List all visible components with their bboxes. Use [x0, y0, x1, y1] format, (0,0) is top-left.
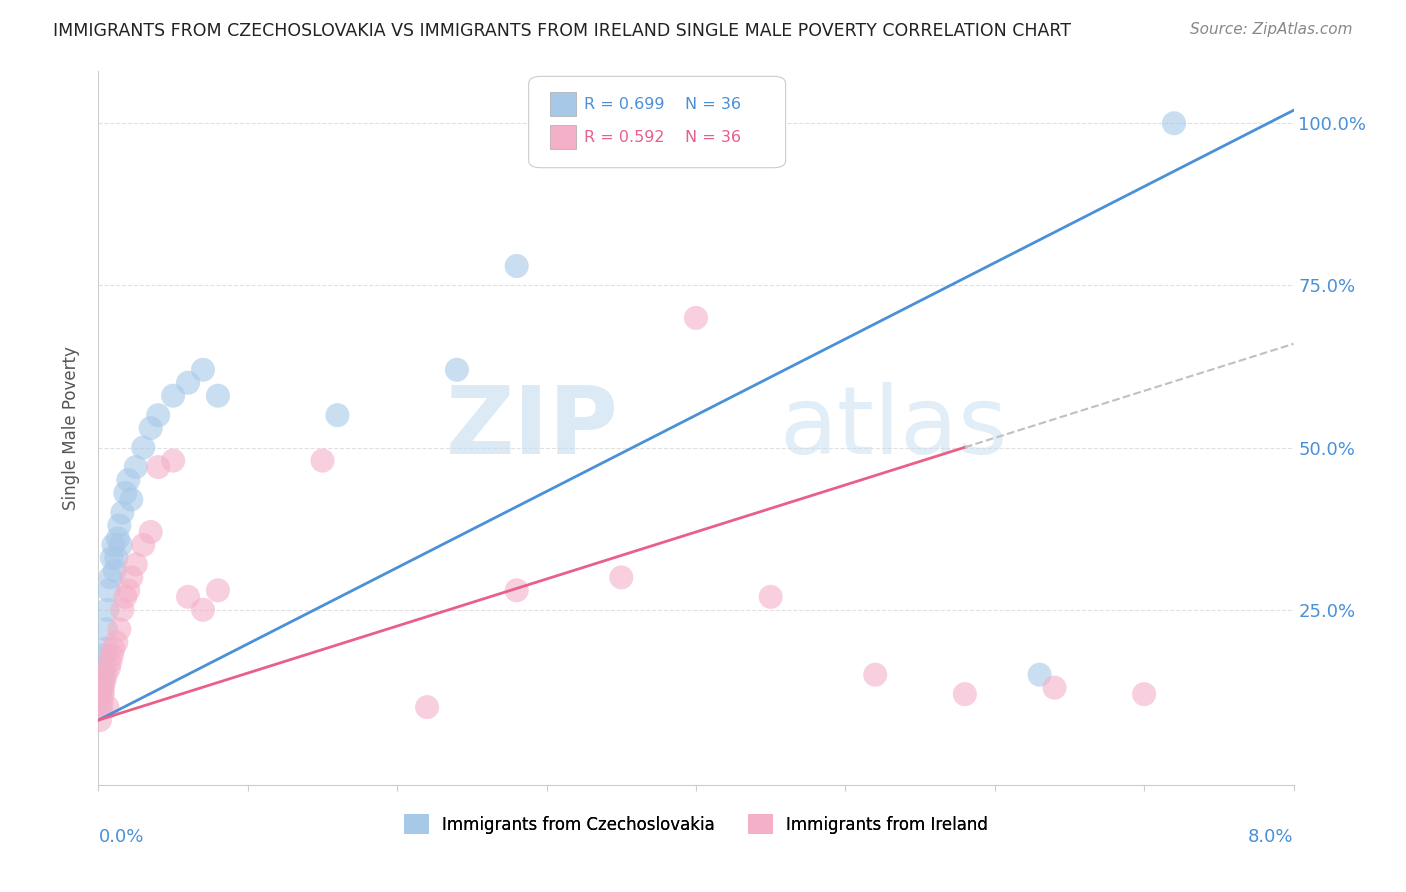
Immigrants from Czechoslovakia: [191, 363, 214, 377]
Immigrants from Ireland: [97, 661, 120, 675]
Immigrants from Czechoslovakia: [120, 492, 142, 507]
Immigrants from Czechoslovakia: [114, 486, 136, 500]
Immigrants from Ireland: [114, 590, 136, 604]
Immigrants from Czechoslovakia: [1028, 667, 1050, 681]
Immigrants from Czechoslovakia: [105, 550, 128, 565]
Immigrants from Ireland: [94, 667, 117, 681]
Immigrants from Czechoslovakia: [91, 667, 114, 681]
Immigrants from Ireland: [506, 583, 529, 598]
Immigrants from Czechoslovakia: [139, 421, 162, 435]
Text: IMMIGRANTS FROM CZECHOSLOVAKIA VS IMMIGRANTS FROM IRELAND SINGLE MALE POVERTY CO: IMMIGRANTS FROM CZECHOSLOVAKIA VS IMMIGR…: [53, 22, 1071, 40]
Immigrants from Czechoslovakia: [96, 603, 118, 617]
Immigrants from Ireland: [416, 700, 439, 714]
Immigrants from Czechoslovakia: [326, 408, 349, 422]
Immigrants from Ireland: [610, 570, 633, 584]
Immigrants from Ireland: [1133, 687, 1156, 701]
Immigrants from Czechoslovakia: [93, 661, 115, 675]
Immigrants from Czechoslovakia: [132, 441, 155, 455]
Immigrants from Czechoslovakia: [98, 570, 122, 584]
Immigrants from Ireland: [93, 674, 115, 689]
Immigrants from Czechoslovakia: [107, 532, 129, 546]
Immigrants from Ireland: [103, 641, 125, 656]
Text: atlas: atlas: [779, 382, 1008, 475]
Immigrants from Ireland: [91, 681, 114, 695]
Immigrants from Ireland: [90, 700, 112, 714]
Immigrants from Czechoslovakia: [91, 674, 114, 689]
Text: 0.0%: 0.0%: [98, 828, 143, 846]
Immigrants from Ireland: [105, 635, 128, 649]
Immigrants from Czechoslovakia: [1163, 116, 1185, 130]
Immigrants from Ireland: [177, 590, 200, 604]
Text: 8.0%: 8.0%: [1249, 828, 1294, 846]
Immigrants from Ireland: [759, 590, 782, 604]
Immigrants from Ireland: [162, 453, 184, 467]
Immigrants from Ireland: [108, 622, 131, 636]
Immigrants from Czechoslovakia: [89, 700, 111, 714]
Immigrants from Czechoslovakia: [90, 681, 112, 695]
Immigrants from Czechoslovakia: [177, 376, 200, 390]
Immigrants from Czechoslovakia: [94, 622, 117, 636]
Immigrants from Ireland: [98, 655, 122, 669]
Immigrants from Ireland: [132, 538, 155, 552]
Immigrants from Czechoslovakia: [110, 538, 132, 552]
Immigrants from Ireland: [685, 310, 707, 325]
Immigrants from Czechoslovakia: [148, 408, 170, 422]
Immigrants from Ireland: [117, 583, 139, 598]
Immigrants from Czechoslovakia: [506, 259, 529, 273]
FancyBboxPatch shape: [550, 92, 576, 116]
Immigrants from Czechoslovakia: [108, 518, 131, 533]
Text: ZIP: ZIP: [446, 382, 619, 475]
Text: R = 0.699    N = 36: R = 0.699 N = 36: [583, 96, 741, 112]
Immigrants from Czechoslovakia: [93, 648, 115, 663]
Immigrants from Ireland: [96, 700, 118, 714]
Immigrants from Czechoslovakia: [90, 687, 112, 701]
Immigrants from Czechoslovakia: [446, 363, 468, 377]
Immigrants from Czechoslovakia: [125, 460, 148, 475]
Immigrants from Ireland: [1043, 681, 1066, 695]
Y-axis label: Single Male Poverty: Single Male Poverty: [62, 346, 80, 510]
Immigrants from Ireland: [111, 603, 134, 617]
Immigrants from Ireland: [91, 687, 114, 701]
Immigrants from Czechoslovakia: [104, 564, 127, 578]
Immigrants from Czechoslovakia: [111, 506, 134, 520]
Immigrants from Ireland: [148, 460, 170, 475]
Immigrants from Czechoslovakia: [207, 389, 229, 403]
Immigrants from Ireland: [207, 583, 229, 598]
FancyBboxPatch shape: [550, 125, 576, 149]
Immigrants from Ireland: [90, 693, 112, 707]
Immigrants from Ireland: [311, 453, 333, 467]
Immigrants from Ireland: [865, 667, 887, 681]
Immigrants from Czechoslovakia: [162, 389, 184, 403]
Immigrants from Czechoslovakia: [94, 641, 117, 656]
FancyBboxPatch shape: [529, 77, 786, 168]
Immigrants from Ireland: [139, 524, 162, 539]
Text: Source: ZipAtlas.com: Source: ZipAtlas.com: [1189, 22, 1353, 37]
Immigrants from Ireland: [953, 687, 976, 701]
Immigrants from Czechoslovakia: [97, 583, 120, 598]
Immigrants from Ireland: [125, 558, 148, 572]
Immigrants from Czechoslovakia: [101, 550, 124, 565]
Legend: Immigrants from Czechoslovakia, Immigrants from Ireland: Immigrants from Czechoslovakia, Immigran…: [396, 807, 995, 841]
Immigrants from Ireland: [191, 603, 214, 617]
Immigrants from Czechoslovakia: [117, 473, 139, 487]
Immigrants from Ireland: [89, 713, 111, 727]
Immigrants from Ireland: [120, 570, 142, 584]
Immigrants from Czechoslovakia: [103, 538, 125, 552]
Text: R = 0.592    N = 36: R = 0.592 N = 36: [583, 129, 741, 145]
Immigrants from Ireland: [101, 648, 124, 663]
